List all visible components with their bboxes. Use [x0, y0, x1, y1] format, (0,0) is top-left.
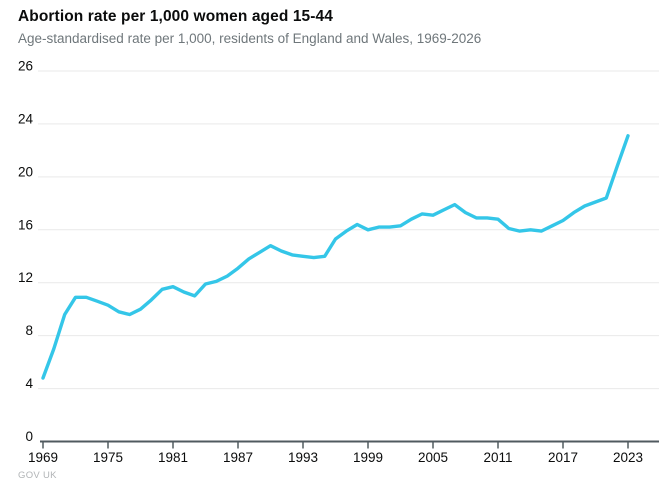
y-tick-label: 24: [18, 111, 34, 126]
x-tick-label: 2023: [613, 450, 643, 465]
x-tick-label: 2005: [418, 450, 448, 465]
y-tick-label: 12: [18, 270, 33, 285]
y-tick-label: 0: [25, 429, 33, 444]
y-tick-label: 26: [18, 59, 33, 74]
rate-line-series: [41, 134, 630, 380]
y-tick-label: 20: [18, 164, 33, 179]
x-tick-label: 2011: [483, 450, 512, 465]
x-tick-label: 1981: [158, 450, 188, 465]
x-tick-label: 1993: [288, 450, 318, 465]
x-tick-label: 1969: [28, 450, 58, 465]
x-tick-label: 1987: [223, 450, 253, 465]
x-tick-label: 1999: [353, 450, 383, 465]
y-tick-label: 16: [18, 217, 33, 232]
x-tick-label: 1975: [93, 450, 123, 465]
y-tick-label: 8: [25, 323, 33, 338]
x-tick-label: 2017: [548, 450, 578, 465]
y-tick-label: 4: [25, 376, 33, 391]
chart-subtitle: Age-standardised rate per 1,000, residen…: [18, 31, 482, 46]
source-label: GOV UK: [18, 470, 57, 481]
chart-title: Abortion rate per 1,000 women aged 15-44: [18, 8, 333, 25]
